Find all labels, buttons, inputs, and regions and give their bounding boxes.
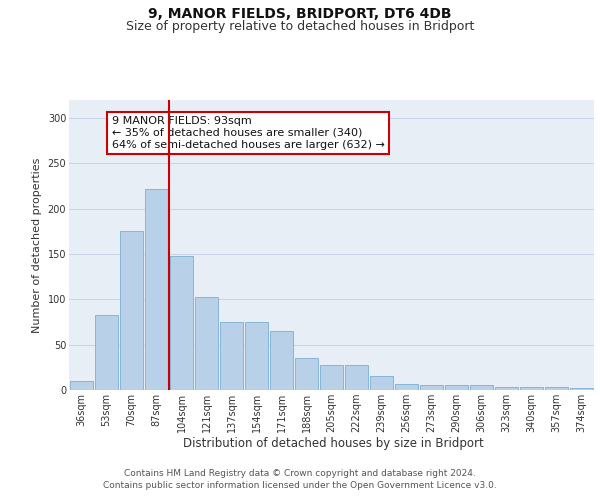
Bar bbox=[470, 386, 493, 390]
Bar bbox=[545, 388, 568, 390]
Bar bbox=[320, 364, 343, 390]
Bar bbox=[194, 296, 218, 390]
Bar bbox=[569, 388, 593, 390]
Text: 9 MANOR FIELDS: 93sqm
← 35% of detached houses are smaller (340)
64% of semi-det: 9 MANOR FIELDS: 93sqm ← 35% of detached … bbox=[112, 116, 385, 150]
Text: Contains public sector information licensed under the Open Government Licence v3: Contains public sector information licen… bbox=[103, 480, 497, 490]
Bar bbox=[220, 322, 244, 390]
Bar bbox=[70, 381, 94, 390]
Bar bbox=[295, 358, 319, 390]
Text: Distribution of detached houses by size in Bridport: Distribution of detached houses by size … bbox=[182, 438, 484, 450]
Bar bbox=[445, 386, 469, 390]
Text: 9, MANOR FIELDS, BRIDPORT, DT6 4DB: 9, MANOR FIELDS, BRIDPORT, DT6 4DB bbox=[148, 6, 452, 20]
Bar bbox=[119, 232, 143, 390]
Bar bbox=[95, 315, 118, 390]
Bar bbox=[520, 388, 544, 390]
Text: Contains HM Land Registry data © Crown copyright and database right 2024.: Contains HM Land Registry data © Crown c… bbox=[124, 469, 476, 478]
Y-axis label: Number of detached properties: Number of detached properties bbox=[32, 158, 42, 332]
Bar bbox=[245, 322, 268, 390]
Bar bbox=[419, 386, 443, 390]
Bar bbox=[145, 189, 169, 390]
Bar bbox=[269, 331, 293, 390]
Bar bbox=[494, 388, 518, 390]
Bar bbox=[344, 364, 368, 390]
Text: Size of property relative to detached houses in Bridport: Size of property relative to detached ho… bbox=[126, 20, 474, 33]
Bar bbox=[370, 376, 394, 390]
Bar bbox=[395, 384, 418, 390]
Bar bbox=[170, 256, 193, 390]
